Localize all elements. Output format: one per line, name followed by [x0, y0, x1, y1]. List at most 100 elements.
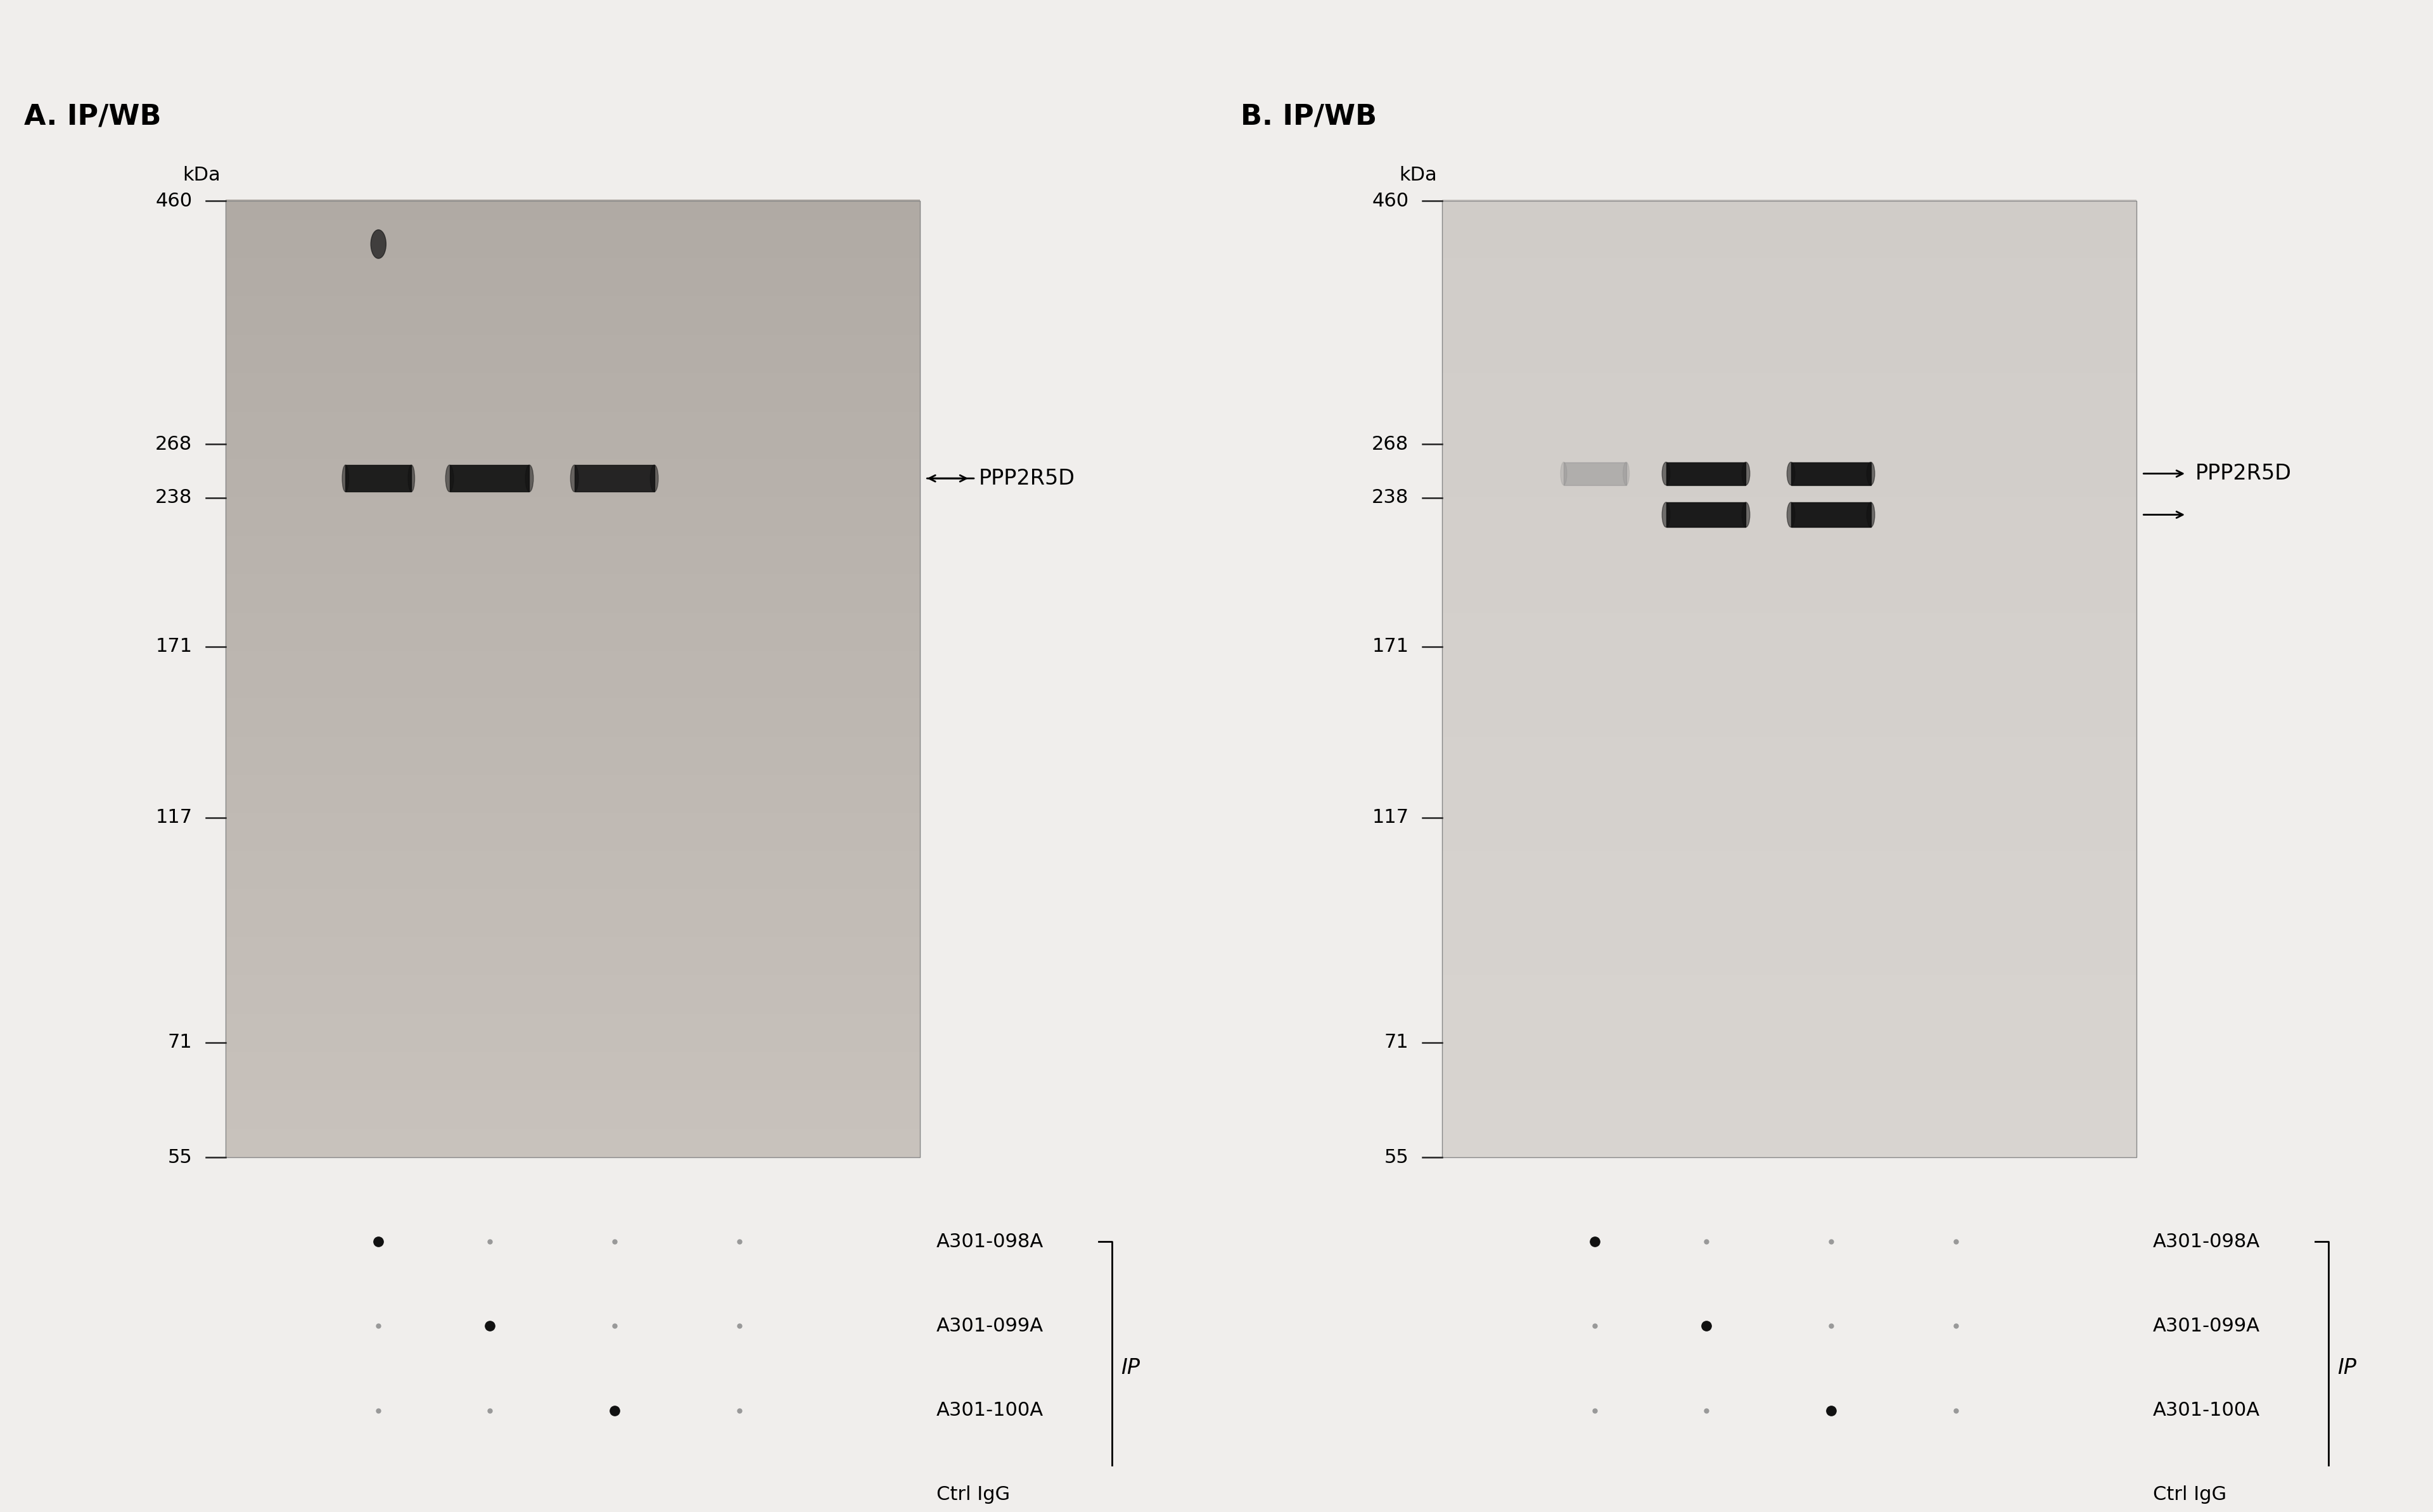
Bar [226, 476, 920, 488]
Bar [1443, 505, 2136, 517]
Bar [1443, 410, 2136, 420]
Bar [1443, 735, 2136, 745]
Bar [1443, 1126, 2136, 1139]
Ellipse shape [409, 466, 414, 491]
Bar [1443, 830, 2136, 842]
Text: 460: 460 [156, 192, 192, 210]
Bar [1443, 573, 2136, 584]
Ellipse shape [1662, 463, 1669, 485]
Bar [1443, 611, 2136, 621]
Bar [226, 659, 920, 670]
Bar [226, 352, 920, 364]
Bar [226, 859, 920, 871]
Bar [1443, 812, 2136, 823]
Ellipse shape [650, 466, 659, 491]
Bar [1443, 745, 2136, 756]
Bar [226, 821, 920, 832]
Bar [226, 774, 920, 785]
Bar [1443, 381, 2136, 392]
Text: IP: IP [2338, 1358, 2358, 1379]
Bar [226, 277, 920, 287]
Bar [226, 381, 920, 392]
Bar [226, 888, 920, 900]
Bar [1443, 401, 2136, 411]
Bar [226, 438, 920, 449]
Bar [226, 916, 920, 928]
Bar [226, 1070, 920, 1081]
Bar [1443, 591, 2136, 603]
Bar [226, 1051, 920, 1061]
Bar [1443, 467, 2136, 478]
Bar [226, 697, 920, 708]
Bar [226, 830, 920, 842]
Bar [1443, 993, 2136, 1004]
Bar [1443, 1089, 2136, 1099]
Ellipse shape [526, 466, 533, 491]
Text: kDa: kDa [1399, 166, 1435, 184]
Bar [1667, 502, 1747, 528]
Bar [1443, 1137, 2136, 1148]
Bar [1443, 516, 2136, 526]
Ellipse shape [1786, 502, 1796, 528]
Bar [226, 688, 920, 699]
Bar [1443, 640, 2136, 650]
Text: 460: 460 [1372, 192, 1409, 210]
Bar [226, 620, 920, 632]
Ellipse shape [569, 466, 579, 491]
Bar [1443, 841, 2136, 851]
Bar [226, 496, 920, 507]
Bar [226, 1146, 920, 1157]
Bar [1443, 314, 2136, 325]
Bar [1443, 458, 2136, 469]
Text: A301-099A: A301-099A [2153, 1317, 2260, 1335]
Bar [1443, 754, 2136, 765]
Bar [226, 525, 920, 535]
Bar [226, 745, 920, 756]
Bar [1443, 200, 2136, 210]
Bar [226, 314, 920, 325]
Bar [1443, 916, 2136, 928]
Bar [226, 516, 920, 526]
Bar [1443, 209, 2136, 221]
Bar [1443, 237, 2136, 249]
Bar [1443, 859, 2136, 871]
Bar [1443, 974, 2136, 986]
Text: A301-098A: A301-098A [937, 1232, 1044, 1250]
Bar [1443, 544, 2136, 555]
Bar [1443, 201, 2136, 1157]
Bar [226, 429, 920, 440]
Bar [1667, 463, 1747, 485]
Bar [226, 754, 920, 765]
Bar [574, 466, 654, 491]
Text: 268: 268 [156, 435, 192, 454]
Bar [226, 1031, 920, 1043]
Text: 55: 55 [168, 1148, 192, 1166]
Bar [226, 984, 920, 995]
Bar [1443, 783, 2136, 794]
Bar [1443, 487, 2136, 497]
Bar [1443, 1031, 2136, 1043]
Text: A301-100A: A301-100A [2153, 1402, 2260, 1420]
Bar [1443, 936, 2136, 947]
Bar [1443, 1060, 2136, 1070]
Bar [1443, 649, 2136, 661]
Bar [1443, 706, 2136, 717]
Bar [1443, 668, 2136, 679]
Bar [1443, 1099, 2136, 1110]
Text: 71: 71 [1384, 1033, 1409, 1051]
Bar [1791, 502, 1871, 528]
Text: 171: 171 [1372, 638, 1409, 656]
Bar [226, 582, 920, 593]
Bar [1443, 248, 2136, 259]
Bar [226, 573, 920, 584]
Bar [1443, 984, 2136, 995]
Bar [226, 783, 920, 794]
Bar [226, 677, 920, 689]
Bar [1443, 286, 2136, 296]
Bar [226, 1099, 920, 1110]
Bar [1443, 438, 2136, 449]
Bar [1443, 774, 2136, 785]
Bar [1443, 792, 2136, 803]
Ellipse shape [1662, 502, 1669, 528]
Bar [226, 735, 920, 745]
